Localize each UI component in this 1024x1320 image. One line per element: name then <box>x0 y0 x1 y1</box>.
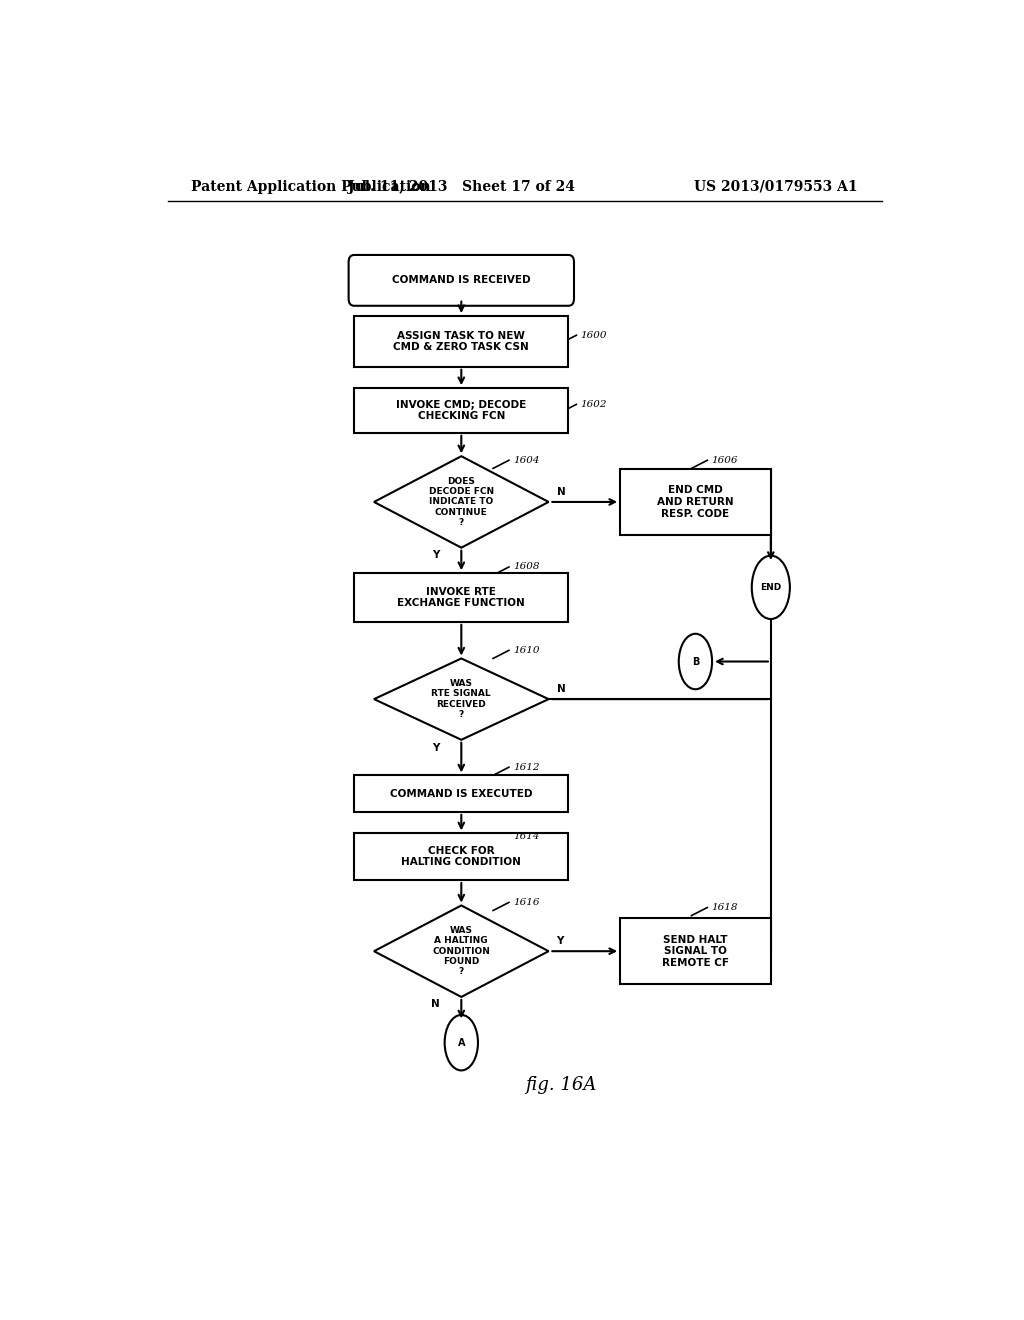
Text: 1610: 1610 <box>513 645 540 655</box>
Ellipse shape <box>444 1015 478 1071</box>
Text: END CMD
AND RETURN
RESP. CODE: END CMD AND RETURN RESP. CODE <box>657 486 734 519</box>
Text: SEND HALT
SIGNAL TO
REMOTE CF: SEND HALT SIGNAL TO REMOTE CF <box>662 935 729 968</box>
Text: 1604: 1604 <box>513 455 540 465</box>
Text: Y: Y <box>432 549 440 560</box>
Bar <box>354 315 568 367</box>
Bar <box>354 573 568 622</box>
Bar <box>354 833 568 880</box>
Text: Y: Y <box>432 743 440 752</box>
Text: WAS
RTE SIGNAL
RECEIVED
?: WAS RTE SIGNAL RECEIVED ? <box>431 678 492 719</box>
Text: fig. 16A: fig. 16A <box>524 1076 596 1094</box>
Text: WAS
A HALTING
CONDITION
FOUND
?: WAS A HALTING CONDITION FOUND ? <box>432 925 490 977</box>
Text: CHECK FOR
HALTING CONDITION: CHECK FOR HALTING CONDITION <box>401 846 521 867</box>
Polygon shape <box>374 659 549 739</box>
Text: 1600: 1600 <box>581 331 607 339</box>
Text: 1616: 1616 <box>513 898 540 907</box>
Text: DOES
DECODE FCN
INDICATE TO
CONTINUE
?: DOES DECODE FCN INDICATE TO CONTINUE ? <box>429 477 494 527</box>
Text: INVOKE RTE
EXCHANGE FUNCTION: INVOKE RTE EXCHANGE FUNCTION <box>397 586 525 609</box>
Text: N: N <box>431 999 440 1008</box>
Text: END: END <box>760 583 781 591</box>
Ellipse shape <box>679 634 712 689</box>
Text: 1612: 1612 <box>513 763 540 772</box>
Polygon shape <box>374 906 549 997</box>
Ellipse shape <box>752 556 790 619</box>
Text: 1606: 1606 <box>712 455 738 465</box>
Text: N: N <box>557 487 565 496</box>
Bar <box>354 775 568 812</box>
Text: ASSIGN TASK TO NEW
CMD & ZERO TASK CSN: ASSIGN TASK TO NEW CMD & ZERO TASK CSN <box>393 330 529 352</box>
Text: COMMAND IS RECEIVED: COMMAND IS RECEIVED <box>392 276 530 285</box>
Bar <box>354 388 568 433</box>
Text: B: B <box>692 656 699 667</box>
Polygon shape <box>374 457 549 548</box>
Text: A: A <box>458 1038 465 1048</box>
Text: 1608: 1608 <box>513 562 540 572</box>
FancyBboxPatch shape <box>348 255 574 306</box>
Text: COMMAND IS EXECUTED: COMMAND IS EXECUTED <box>390 788 532 799</box>
Text: Patent Application Publication: Patent Application Publication <box>191 180 431 194</box>
Text: INVOKE CMD; DECODE
CHECKING FCN: INVOKE CMD; DECODE CHECKING FCN <box>396 400 526 421</box>
Text: US 2013/0179553 A1: US 2013/0179553 A1 <box>694 180 858 194</box>
Text: 1602: 1602 <box>581 400 607 409</box>
Text: Y: Y <box>557 936 564 946</box>
Bar <box>620 469 771 535</box>
Bar <box>620 919 771 985</box>
Text: 1618: 1618 <box>712 903 738 912</box>
Text: N: N <box>557 684 565 694</box>
Text: 1614: 1614 <box>513 832 540 841</box>
Text: Jul. 11, 2013   Sheet 17 of 24: Jul. 11, 2013 Sheet 17 of 24 <box>348 180 574 194</box>
